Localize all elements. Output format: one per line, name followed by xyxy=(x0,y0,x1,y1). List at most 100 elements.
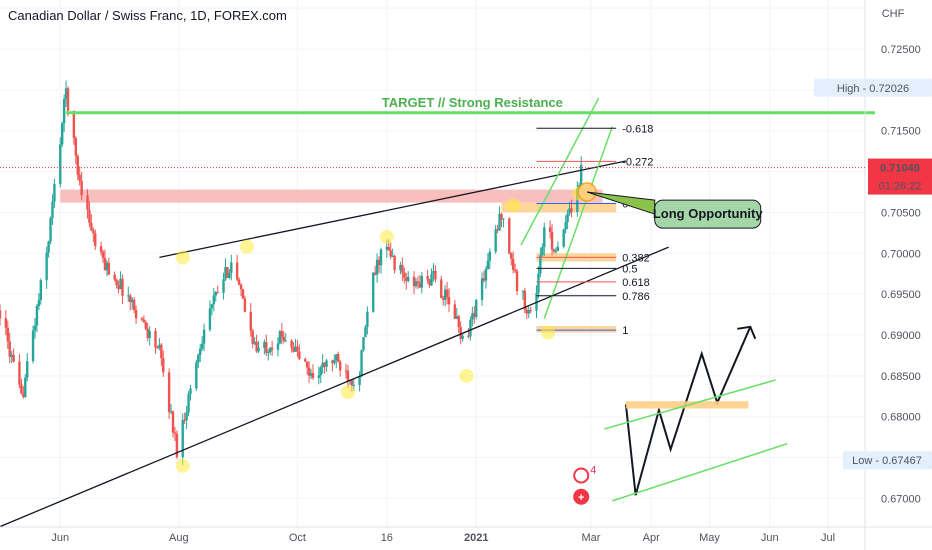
low-label: Low - 0.67467 xyxy=(852,455,922,467)
candle-body xyxy=(222,279,225,293)
low-label-bg xyxy=(843,451,932,470)
candle-body xyxy=(144,322,147,329)
touch-point-marker xyxy=(459,368,474,383)
candle-body xyxy=(80,180,83,196)
candle-body xyxy=(323,362,326,367)
candle-body xyxy=(467,335,470,337)
candle-body xyxy=(537,273,540,294)
candle-body xyxy=(461,335,464,339)
candle-body xyxy=(385,246,389,250)
touch-point-marker xyxy=(506,198,521,213)
fib-label: 0.786 xyxy=(622,291,650,303)
candles xyxy=(0,80,583,466)
candle-body xyxy=(529,310,532,312)
candle-body xyxy=(554,250,558,252)
candle-body xyxy=(199,348,202,355)
zones xyxy=(60,189,617,333)
candle-body xyxy=(94,233,97,247)
candle-body xyxy=(86,195,89,210)
candle-body xyxy=(160,344,163,359)
candle-body xyxy=(344,370,348,372)
x-tick-label: 2021 xyxy=(464,532,488,544)
candle-body xyxy=(502,218,505,220)
x-tick-label: Jun xyxy=(761,532,779,544)
resistance-trendline xyxy=(159,160,627,259)
candle-body xyxy=(321,362,324,368)
candle-body xyxy=(115,279,118,286)
candle-body xyxy=(20,384,23,394)
candle-body xyxy=(358,376,361,385)
candle-body xyxy=(420,276,424,288)
x-tick-label: May xyxy=(699,532,720,544)
candle-body xyxy=(568,208,571,214)
grid xyxy=(0,0,865,527)
candle-body xyxy=(303,359,307,362)
candle-body xyxy=(455,316,458,319)
y-tick-label: 0.67000 xyxy=(881,493,921,505)
candle-body xyxy=(498,213,501,231)
candle-body xyxy=(90,222,93,231)
candle-body xyxy=(33,325,37,331)
candle-body xyxy=(387,246,390,251)
candle-body xyxy=(362,337,365,351)
current-price-badge xyxy=(868,158,932,195)
candle-body xyxy=(294,346,297,352)
candle-body xyxy=(346,370,350,381)
candle-body xyxy=(457,316,460,327)
candle-body xyxy=(539,255,542,274)
candle-body xyxy=(64,88,68,100)
candle-body xyxy=(241,289,245,299)
candle-body xyxy=(521,290,525,292)
drawings: TARGET // Strong Resistance -0.618 -0.272 0… xyxy=(0,95,875,528)
candle-body xyxy=(257,347,260,352)
candle-body xyxy=(216,291,219,293)
candle-body xyxy=(127,295,130,297)
y-tick-label: 0.69000 xyxy=(881,330,921,342)
candle-body xyxy=(403,272,406,278)
candle-body xyxy=(267,352,270,354)
candle-body xyxy=(548,227,552,232)
candle-body xyxy=(243,298,247,312)
candle-body xyxy=(167,372,171,412)
candle-body xyxy=(26,361,29,378)
candle-body xyxy=(107,262,111,275)
candle-body xyxy=(513,269,517,272)
candle-body xyxy=(282,336,285,341)
candle-body xyxy=(475,299,478,318)
candle-body xyxy=(471,313,474,320)
fib-zone-1 xyxy=(536,326,617,333)
high-label: High - 0.72026 xyxy=(837,83,909,95)
projection-channel-upper xyxy=(604,379,776,430)
candle-body xyxy=(319,367,322,376)
candle-body xyxy=(511,258,515,270)
candle-body xyxy=(47,241,50,253)
candle-body xyxy=(399,264,402,271)
touch-point-marker xyxy=(541,325,556,340)
candle-body xyxy=(146,328,149,339)
candle-body xyxy=(210,304,214,309)
candle-body xyxy=(311,373,315,378)
candle-body xyxy=(171,411,175,433)
candle-body xyxy=(12,354,15,362)
candle-body xyxy=(105,262,109,271)
candle-body xyxy=(480,278,484,300)
candle-body xyxy=(379,249,383,266)
chart-title: Canadian Dollar / Swiss Franc, 1D, FOREX… xyxy=(8,8,287,23)
candle-body xyxy=(566,213,569,223)
candle-body xyxy=(37,300,41,306)
candle-body xyxy=(496,229,499,231)
candle-body xyxy=(158,344,161,348)
candle-body xyxy=(562,229,565,247)
candle-body xyxy=(103,257,107,271)
candle-body xyxy=(352,384,355,386)
resistance-zone xyxy=(60,189,603,203)
event-badge-icon xyxy=(573,467,590,484)
candle-body xyxy=(486,260,490,269)
candle-body xyxy=(278,331,282,344)
candle-body xyxy=(414,281,418,287)
candle-body xyxy=(169,411,173,413)
y-tick-label: 0.71500 xyxy=(881,126,921,138)
candle-body xyxy=(45,252,48,281)
candle-body xyxy=(235,262,239,280)
